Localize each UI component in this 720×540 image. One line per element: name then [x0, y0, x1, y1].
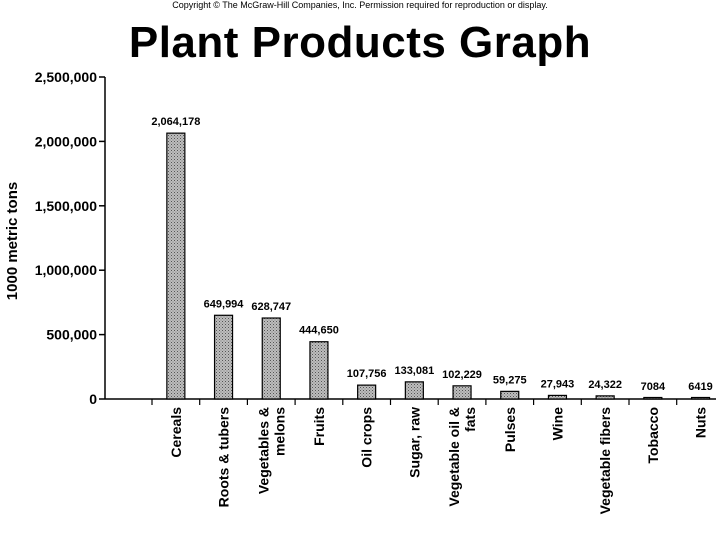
- data-label: 102,229: [442, 369, 482, 381]
- bar: [690, 396, 711, 400]
- y-axis-ticks: 0 500,000 1,000,000 1,500,000 2,000,000 2,500…: [35, 69, 105, 407]
- bar: [500, 390, 520, 400]
- x-tick-label: Oil crops: [359, 407, 375, 468]
- x-tick-label: Nuts: [693, 407, 709, 438]
- bar: [357, 384, 377, 400]
- x-tick-label-line: Sugar, raw: [406, 407, 422, 478]
- x-tick-label-line: fats: [462, 407, 478, 432]
- data-label: 27,943: [541, 378, 575, 390]
- x-tick-label-line: Vegetables &: [255, 407, 271, 494]
- y-tick-label: 2,500,000: [35, 69, 97, 85]
- copyright-notice: Copyright © The McGraw-Hill Companies, I…: [172, 0, 548, 10]
- bar: [643, 396, 663, 400]
- x-tick-label-line: melons: [271, 407, 287, 456]
- data-label: 7084: [641, 381, 666, 393]
- x-tick-label: Sugar, raw: [406, 407, 422, 478]
- x-tick-label: Vegetable oil & fats: [446, 407, 478, 507]
- bar: [213, 314, 234, 400]
- bar: [452, 385, 472, 400]
- x-tick-label: Vegetable fibers: [597, 407, 613, 515]
- y-axis-label: 1000 metric tons: [4, 182, 21, 300]
- x-axis-ticks: Cereals Roots & tubers Vegetables & melons F…: [151, 399, 709, 515]
- data-label: 107,756: [347, 368, 387, 380]
- y-tick-label: 0: [89, 391, 97, 407]
- y-tick-label: 1,500,000: [35, 198, 97, 214]
- data-label: 6419: [688, 381, 712, 393]
- x-tick-label: Pulses: [502, 407, 518, 452]
- data-label: 24,322: [588, 379, 622, 391]
- x-tick-label-line: Fruits: [311, 407, 327, 446]
- x-tick-label: Wine: [549, 407, 565, 441]
- bar: [595, 395, 615, 400]
- data-label: 2,064,178: [151, 116, 200, 128]
- data-label: 628,747: [251, 301, 291, 313]
- y-tick-label: 1,000,000: [35, 262, 97, 278]
- bar: [547, 394, 568, 400]
- x-tick-label: Cereals: [168, 407, 184, 458]
- x-tick-label: Vegetables & melons: [255, 407, 287, 494]
- x-tick-label-line: Nuts: [693, 407, 709, 438]
- x-tick-label-line: Tobacco: [645, 407, 661, 464]
- x-tick-label-line: Wine: [549, 407, 565, 441]
- bar: [404, 381, 424, 400]
- data-labels: 2,064,178 649,994 628,747 444,650 107,756 133…: [151, 116, 712, 393]
- x-tick-label-line: Oil crops: [359, 407, 375, 468]
- x-tick-label: Fruits: [311, 407, 327, 446]
- x-tick-label: Roots & tubers: [216, 407, 232, 508]
- x-tick-label-line: Pulses: [502, 407, 518, 452]
- bar: [261, 317, 281, 400]
- y-tick-label: 500,000: [46, 327, 97, 343]
- bars: [166, 132, 711, 400]
- y-tick-label: 2,000,000: [35, 133, 97, 149]
- chart-title: Plant Products Graph: [128, 18, 592, 67]
- data-label: 59,275: [493, 374, 527, 386]
- bar: [309, 341, 329, 400]
- x-tick-label: Tobacco: [645, 407, 661, 464]
- x-tick-label-line: Vegetable fibers: [597, 407, 613, 515]
- data-label: 133,081: [394, 365, 434, 377]
- x-tick-label-line: Cereals: [168, 407, 184, 458]
- data-label: 649,994: [204, 298, 245, 310]
- data-label: 444,650: [299, 325, 339, 337]
- x-tick-label-line: Vegetable oil &: [446, 407, 462, 507]
- x-tick-label-line: Roots & tubers: [216, 407, 232, 508]
- bar: [166, 132, 186, 400]
